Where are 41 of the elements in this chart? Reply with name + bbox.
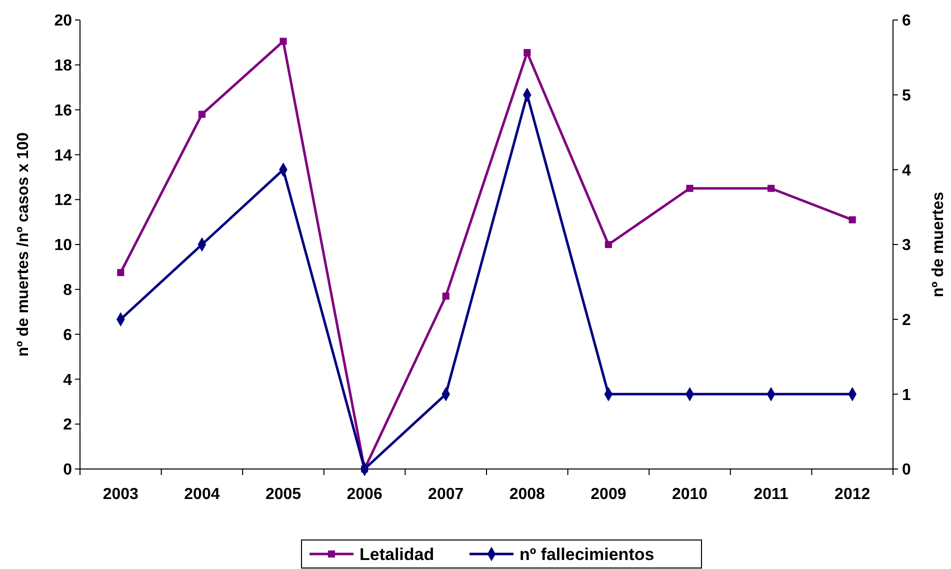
x-tick-label: 2011 [754,486,789,503]
y-tick-label: 2 [63,416,72,434]
point [524,49,531,56]
x-tick-label: 2005 [265,486,302,503]
y-tick-label: 10 [54,237,72,254]
y2-tick-label: 1 [902,386,911,404]
y-tick-label: 8 [63,282,72,299]
y-tick-label: 18 [54,58,72,74]
x-tick-label: 2006 [346,486,382,503]
y-tick-label: 20 [54,12,72,30]
y2-tick-label: 0 [902,462,911,479]
y-tick-label: 12 [54,192,72,210]
y2-axis-title: nº de muertes [930,192,947,298]
y-axis-title: nº de muertes /nº casos x 100 [15,132,32,357]
point [117,269,124,276]
x-tick-label: 2008 [509,486,546,503]
y-tick-label: 14 [54,147,72,164]
point [198,110,206,118]
x-tick-label: 2009 [590,486,626,503]
point [280,38,287,45]
point [604,240,612,248]
x-tick-label: 2003 [102,486,139,503]
x-tick-label: 2010 [672,486,708,503]
point [442,292,450,300]
x-tick-label: 2004 [184,486,220,503]
y2-tick-label: 6 [902,12,911,30]
legend-label: nº fallecimientos [520,544,654,564]
y-tick-label: 6 [63,326,72,344]
x-tick-label: 2012 [834,486,870,503]
point [848,216,856,224]
x-tick-label: 2007 [428,486,464,503]
y-tick-label: 0 [63,462,72,479]
y2-tick-label: 2 [902,312,911,329]
y2-tick-label: 4 [902,162,911,180]
point [686,184,694,192]
y-tick-label: 4 [63,372,72,389]
y2-tick-label: 3 [902,237,911,254]
point [768,184,775,192]
y2-tick-label: 5 [902,87,911,104]
y-tick-label: 16 [54,102,72,120]
legend-label: Letalidad [360,544,434,564]
